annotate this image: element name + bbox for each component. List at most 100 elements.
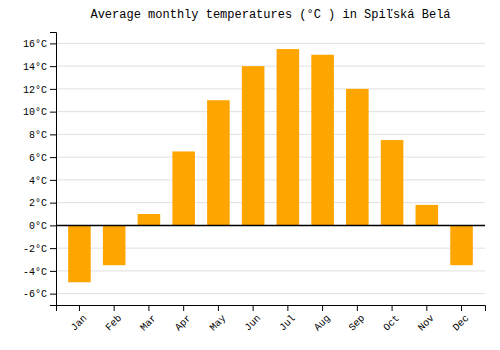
grid-line: [56, 179, 485, 180]
grid-line: [56, 225, 485, 226]
x-tick-mark: [148, 305, 149, 311]
x-tick-mark: [218, 305, 219, 311]
x-tick: Jan: [69, 305, 90, 333]
title: Average monthly temperatures (°C ) in Sp…: [90, 8, 450, 22]
bar: [346, 89, 369, 226]
x-tick-label: Jun: [243, 313, 264, 334]
x-axis: Jan Feb Mar Apr May Jun Jul Aug Sep Oct Nov Dec: [57, 305, 486, 333]
y-tick: 6°C: [29, 153, 56, 164]
y-tick-label: -6°C: [23, 289, 47, 300]
x-tick-label: Aug: [312, 313, 333, 334]
bar: [138, 214, 161, 225]
bar: [311, 55, 334, 226]
x-tick-mark: [357, 305, 358, 311]
x-tick-label: Jul: [277, 313, 298, 334]
x-axis-line: [57, 306, 486, 312]
y-tick: 2°C: [29, 198, 56, 209]
x-tick: Mar: [138, 305, 159, 333]
x-tick: Sep: [347, 305, 368, 333]
x-tick: Nov: [416, 305, 437, 333]
bar: [172, 151, 195, 225]
y-tick-label: 2°C: [29, 198, 47, 209]
bar: [103, 225, 126, 265]
y-tick-label: 14°C: [23, 62, 47, 73]
grid-line: [56, 134, 485, 135]
x-tick-mark: [79, 305, 80, 311]
y-tick-label: 12°C: [23, 85, 47, 96]
x-tick-label: Jan: [69, 313, 90, 334]
x-tick-label: Feb: [104, 313, 125, 334]
y-tick-label: 6°C: [29, 153, 47, 164]
bar: [450, 225, 473, 265]
x-tick-label: Sep: [347, 313, 368, 334]
x-tick-mark: [322, 305, 323, 311]
x-tick: Apr: [173, 305, 194, 333]
bar: [207, 100, 230, 225]
x-tick-mark: [114, 305, 115, 311]
grid-line: [56, 66, 485, 67]
y-tick-label: -2°C: [23, 244, 47, 255]
zero-line: [56, 225, 485, 227]
y-tick-mark: [50, 203, 56, 204]
y-tick-label: 16°C: [23, 39, 47, 50]
y-tick: -4°C: [23, 267, 56, 278]
grid-line: [56, 43, 485, 44]
x-tick-mark: [392, 305, 393, 311]
grid-line: [56, 111, 485, 112]
chart: -6°C -4°C -2°C 0°C 2°C 4°C 6°C 8°C 10°C 12°C 14°C 1…: [0, 0, 500, 350]
bar: [416, 205, 439, 225]
grid-line: [56, 88, 485, 89]
grid-line: [56, 202, 485, 203]
bar: [242, 66, 265, 225]
y-tick-label: 4°C: [29, 176, 47, 187]
x-tick-label: Dec: [451, 313, 472, 334]
grid-line: [56, 270, 485, 271]
y-tick-mark: [50, 66, 56, 67]
x-tick: Oct: [381, 305, 402, 333]
y-tick-label: 10°C: [23, 107, 47, 118]
y-tick-mark: [50, 134, 56, 135]
y-axis: -6°C -4°C -2°C 0°C 2°C 4°C 6°C 8°C 10°C 12°C 14°C 1…: [23, 33, 57, 306]
x-tick-label: Oct: [381, 313, 402, 334]
x-tick: Dec: [451, 305, 472, 333]
y-tick: 16°C: [23, 39, 56, 50]
x-tick: Aug: [312, 305, 333, 333]
bar: [381, 140, 404, 225]
y-tick-label: -4°C: [23, 267, 47, 278]
grid: [56, 43, 485, 293]
y-tick-mark: [50, 157, 56, 158]
x-tick: Jul: [277, 305, 298, 333]
bar: [277, 49, 300, 225]
x-tick-mark: [287, 305, 288, 311]
y-tick-mark: [50, 89, 56, 90]
y-tick: 0°C: [29, 221, 56, 232]
x-tick-mark: [183, 305, 184, 311]
y-tick-mark: [50, 294, 56, 295]
grid-line: [56, 157, 485, 158]
y-tick: 12°C: [23, 85, 56, 96]
bars: [56, 49, 485, 282]
y-tick-label: 0°C: [29, 221, 47, 232]
y-tick: -2°C: [23, 244, 56, 255]
y-tick: 4°C: [29, 176, 56, 187]
y-tick-mark: [50, 180, 56, 181]
y-axis-line: [50, 33, 57, 306]
x-tick-mark: [461, 305, 462, 311]
x-tick-mark: [253, 305, 254, 311]
x-tick-label: Apr: [173, 313, 194, 334]
y-tick-mark: [50, 248, 56, 249]
x-tick: Jun: [243, 305, 264, 333]
grid-line: [56, 293, 485, 294]
x-tick-label: Nov: [416, 313, 437, 334]
y-tick-mark: [50, 43, 56, 44]
x-tick: May: [208, 305, 229, 333]
x-tick-label: May: [208, 313, 229, 334]
x-tick: Feb: [104, 305, 125, 333]
y-tick-label: 8°C: [29, 130, 47, 141]
y-tick: 14°C: [23, 62, 56, 73]
y-tick: 8°C: [29, 130, 56, 141]
y-tick-mark: [50, 271, 56, 272]
y-tick: 10°C: [23, 107, 56, 118]
y-tick-mark: [50, 225, 56, 226]
plot: -6°C -4°C -2°C 0°C 2°C 4°C 6°C 8°C 10°C 12°C 14°C 1…: [23, 33, 486, 334]
